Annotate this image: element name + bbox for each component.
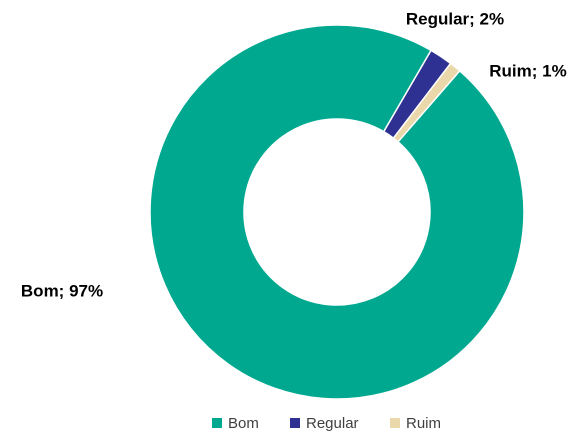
legend-label: Ruim — [406, 415, 441, 432]
legend-swatch — [290, 418, 300, 428]
legend-label: Bom — [228, 415, 259, 432]
legend-label: Regular — [306, 415, 359, 432]
legend-swatch — [390, 418, 400, 428]
data-label: Ruim; 1% — [489, 61, 566, 80]
donut-slice — [392, 62, 461, 143]
legend-swatch — [212, 418, 222, 428]
data-label: Regular; 2% — [406, 9, 504, 28]
data-label: Bom; 97% — [21, 281, 103, 300]
donut-slice — [149, 24, 525, 400]
